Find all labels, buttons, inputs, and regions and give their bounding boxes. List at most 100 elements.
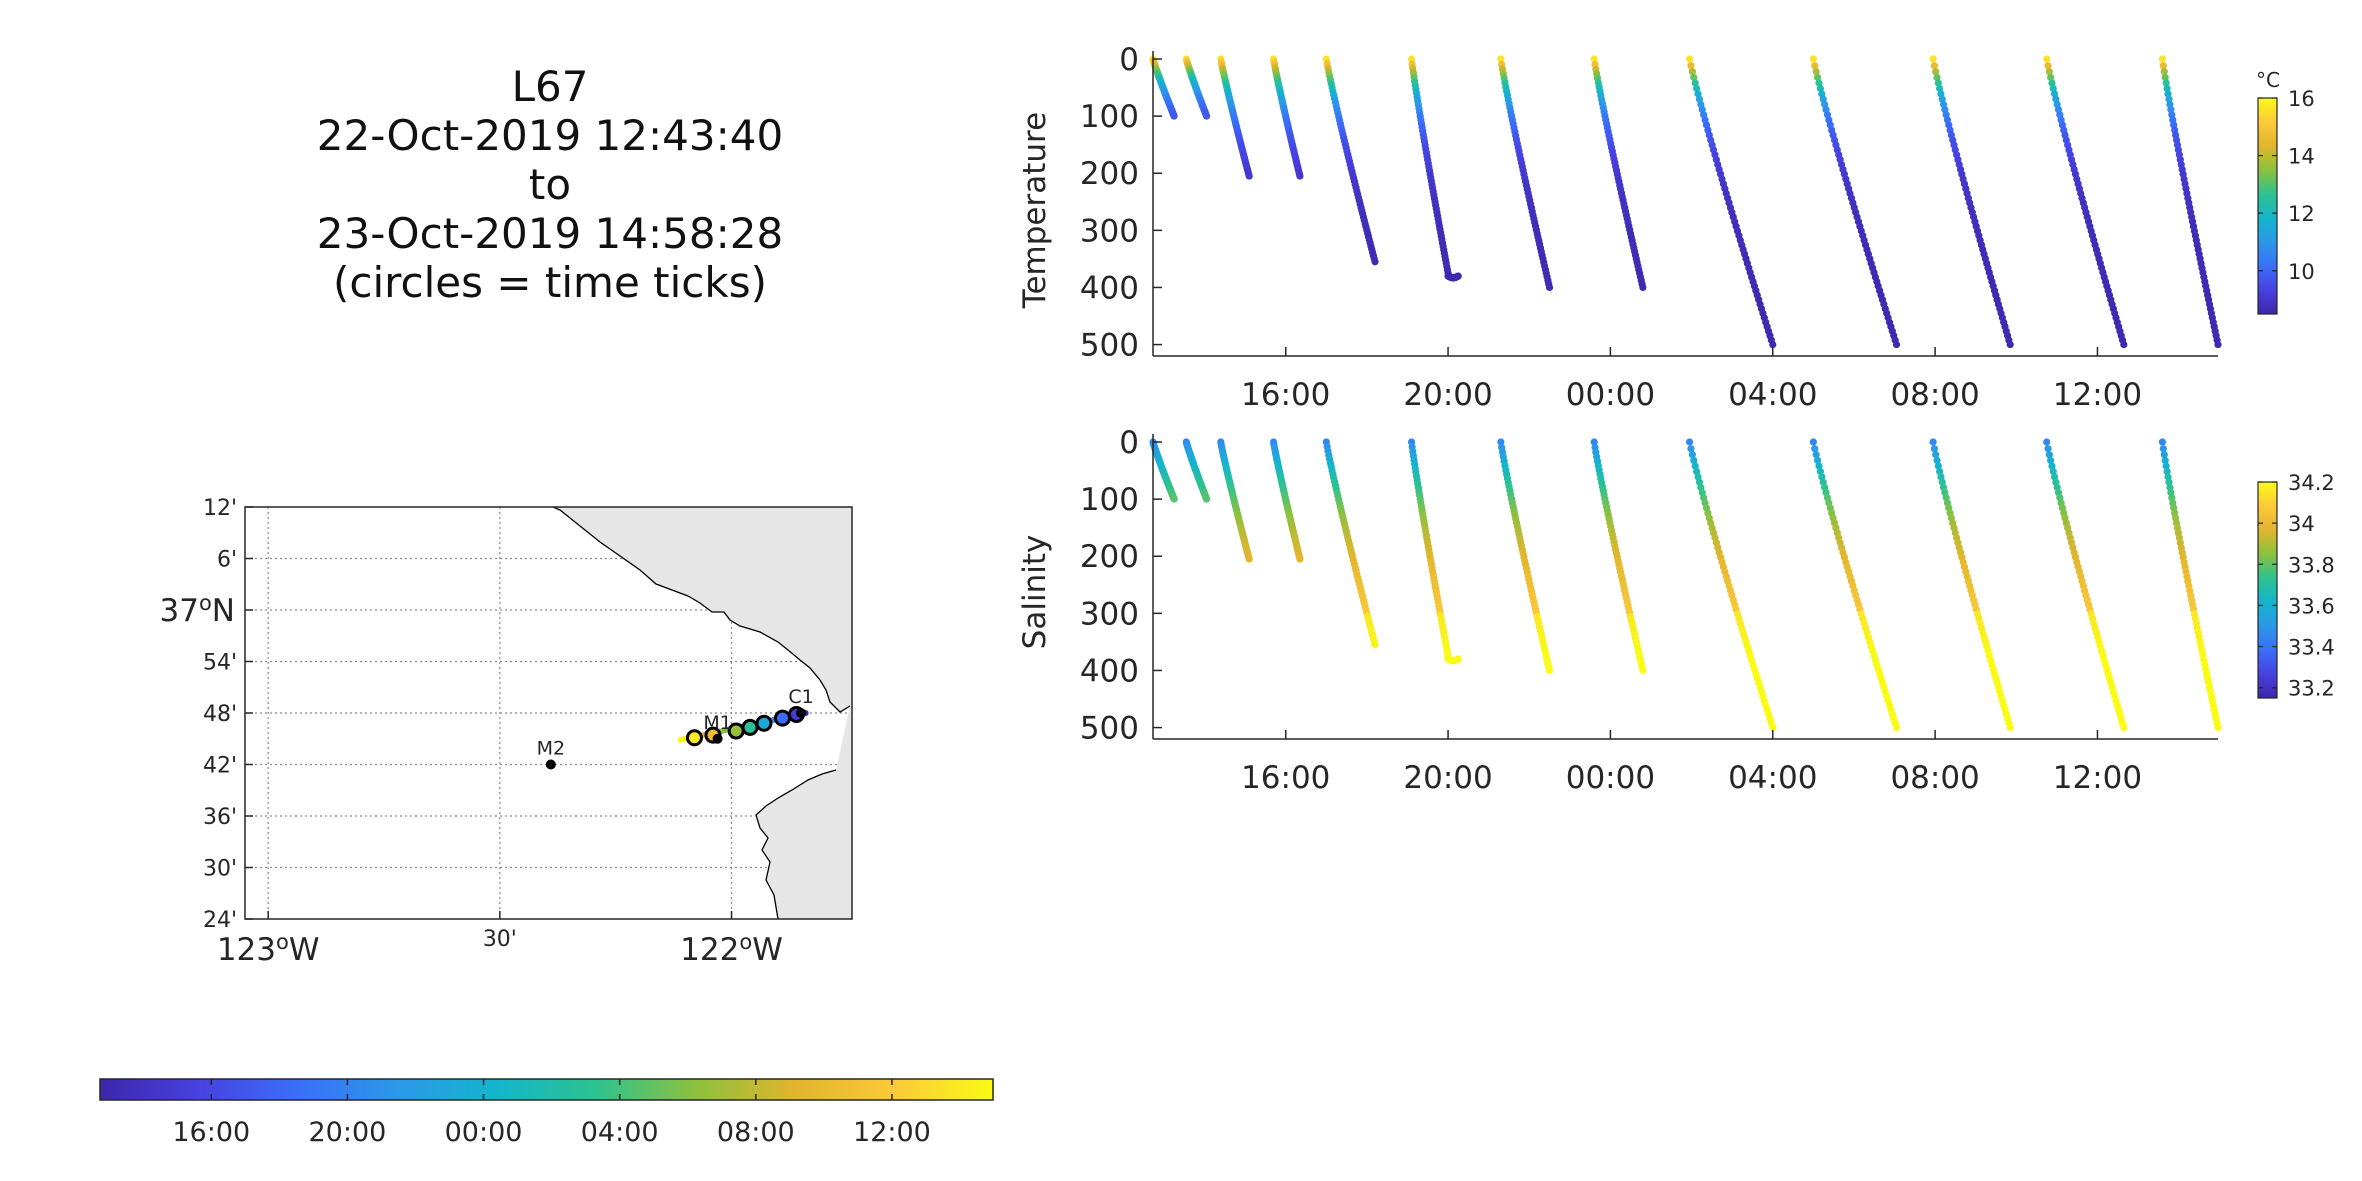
temperature-profile-point bbox=[1815, 79, 1823, 87]
salinity-profile-point bbox=[2163, 467, 2171, 476]
salinity-x-tick-label: 00:00 bbox=[1566, 760, 1655, 796]
temperature-profile-point bbox=[1687, 62, 1695, 70]
temperature-profile-point bbox=[1816, 84, 1824, 93]
salinity-profile-point bbox=[2158, 438, 2166, 446]
mooring-stations: M2 M1 C1 bbox=[537, 686, 814, 770]
glider-track bbox=[677, 706, 809, 747]
salinity-profile-point bbox=[1693, 467, 1701, 476]
temperature-profile-point bbox=[2214, 340, 2222, 349]
temperature-profile-point bbox=[2160, 68, 2168, 76]
temperature-colorbar-unit: °C bbox=[2256, 68, 2280, 92]
salinity-profile-point bbox=[1936, 467, 1944, 476]
salinity-profile-point bbox=[1930, 445, 1938, 453]
title-line-5: (circles = time ticks) bbox=[333, 258, 767, 307]
time-colorbar-tick-label: 00:00 bbox=[445, 1117, 523, 1148]
salinity-colorbar-tick-label: 33.8 bbox=[2288, 553, 2335, 577]
salinity-colorbar-tick-label: 33.4 bbox=[2288, 636, 2335, 660]
temperature-profile-point bbox=[2159, 62, 2167, 70]
salinity-profile-point bbox=[1813, 456, 1822, 465]
salinity-profile-point bbox=[1690, 456, 1698, 465]
temperature-profile-point bbox=[2162, 79, 2170, 87]
temperature-profile-point bbox=[1685, 55, 1694, 63]
map-y-tick-label: 6' bbox=[217, 548, 237, 573]
salinity-profile-point bbox=[1245, 555, 1253, 563]
map-y-tick-label: 54' bbox=[203, 651, 237, 676]
salinity-profile-point bbox=[1688, 451, 1696, 459]
temperature-y-label: Temperature bbox=[1017, 112, 1053, 309]
salinity-y-tick-label: 0 bbox=[1119, 425, 1139, 461]
salinity-profile-point bbox=[1545, 666, 1554, 675]
map-y-tick-label: 37oN bbox=[159, 591, 235, 629]
time-tick-circle bbox=[773, 709, 791, 727]
coastline bbox=[552, 507, 851, 919]
station-marker bbox=[712, 733, 723, 744]
temperature-profile-point bbox=[1813, 73, 1822, 82]
time-colorbar-strip bbox=[99, 1078, 994, 1101]
salinity-y-tick-label: 200 bbox=[1080, 539, 1139, 575]
salinity-profile-point bbox=[2120, 723, 2128, 732]
temperature-profiles bbox=[1149, 55, 2222, 349]
temperature-profile-point bbox=[1892, 340, 1901, 349]
salinity-profile-point bbox=[2160, 451, 2168, 459]
salinity-profile-point bbox=[2045, 451, 2053, 459]
salinity-profile-point bbox=[1816, 467, 1824, 476]
temperature-profile-point bbox=[1371, 258, 1379, 266]
temperature-profile-point bbox=[1936, 84, 1944, 93]
land-mass bbox=[553, 507, 852, 919]
salinity-profile-point bbox=[1296, 555, 1304, 563]
salinity-profile-point bbox=[1202, 495, 1211, 503]
salinity-profile-point bbox=[2161, 456, 2169, 465]
temperature-profile-point bbox=[2045, 68, 2053, 76]
salinity-y-label: Salinity bbox=[1017, 535, 1053, 650]
map-y-tick-label: 48' bbox=[203, 702, 237, 727]
salinity-panel: 0 100 200 300 400 500 16:00 20:00 00:00 04:00 08:0… bbox=[1017, 425, 2335, 796]
temperature-profile-point bbox=[2164, 90, 2172, 98]
map-y-tick-label: 30' bbox=[203, 857, 237, 882]
map-axis-ticks: 123oW 30' 122oW 12' 6' 37oN 54' 48' 42' 36' 30' 24' bbox=[159, 496, 782, 968]
temperature-profile-point bbox=[1497, 55, 1505, 63]
temperature-x-tick-label: 12:00 bbox=[2053, 377, 2142, 413]
temperature-profile-point bbox=[1812, 68, 1820, 76]
temperature-x-tick-label: 16:00 bbox=[1241, 377, 1330, 413]
temperature-profile-point bbox=[1930, 62, 1938, 70]
temperature-profile-point bbox=[2161, 73, 2169, 82]
temperature-profile-point bbox=[1296, 172, 1304, 180]
title-line-3: to bbox=[528, 160, 572, 209]
salinity-profile-point bbox=[1497, 438, 1505, 446]
temperature-profile-point bbox=[1929, 55, 1937, 63]
station-label: M1 bbox=[703, 712, 731, 734]
figure-title: L67 22-Oct-2019 12:43:40 to 23-Oct-2019 … bbox=[150, 62, 950, 307]
salinity-y-tick-label: 500 bbox=[1080, 711, 1139, 747]
time-colorbar-tick-label: 08:00 bbox=[717, 1117, 795, 1148]
temperature-axes: 0 100 200 300 400 500 16:00 20:00 00:00 04:00 08:0… bbox=[1080, 42, 2218, 413]
temperature-colorbar-tick-label: 12 bbox=[2288, 202, 2315, 226]
temperature-profile-point bbox=[2048, 79, 2056, 87]
map-x-tick-label: 122oW bbox=[680, 930, 783, 968]
temperature-profile-point bbox=[1769, 340, 1777, 349]
salinity-colorbar bbox=[2257, 481, 2278, 699]
temperature-profile-point bbox=[1639, 283, 1647, 292]
temperature-profile-point bbox=[2044, 62, 2052, 70]
time-colorbar-tick-label: 20:00 bbox=[309, 1117, 387, 1148]
temperature-profile-point bbox=[1688, 68, 1696, 76]
title-line-2: 22-Oct-2019 12:43:40 bbox=[316, 111, 784, 160]
salinity-profile-point bbox=[1687, 445, 1695, 453]
salinity-profile-point bbox=[2159, 445, 2167, 453]
time-tick-circle bbox=[685, 729, 703, 747]
temperature-y-tick-label: 100 bbox=[1080, 99, 1139, 135]
time-tick-circle bbox=[741, 718, 759, 736]
salinity-x-tick-label: 16:00 bbox=[1241, 760, 1330, 796]
station-label: C1 bbox=[788, 686, 813, 708]
temperature-x-tick-label: 08:00 bbox=[1890, 377, 1979, 413]
time-colorbar-tick-label: 16:00 bbox=[172, 1117, 250, 1148]
salinity-profile-point bbox=[2044, 445, 2052, 453]
salinity-x-tick-label: 20:00 bbox=[1403, 760, 1492, 796]
salinity-profile-point bbox=[2214, 723, 2222, 732]
time-colorbar: 16:00 20:00 00:00 04:00 08:00 12:00 bbox=[99, 1078, 994, 1148]
salinity-profile-point bbox=[2164, 473, 2172, 481]
temperature-profile-point bbox=[1245, 172, 1253, 180]
salinity-x-tick-label: 12:00 bbox=[2053, 760, 2142, 796]
salinity-profiles bbox=[1149, 438, 2222, 732]
salinity-profile-point bbox=[2048, 462, 2056, 470]
